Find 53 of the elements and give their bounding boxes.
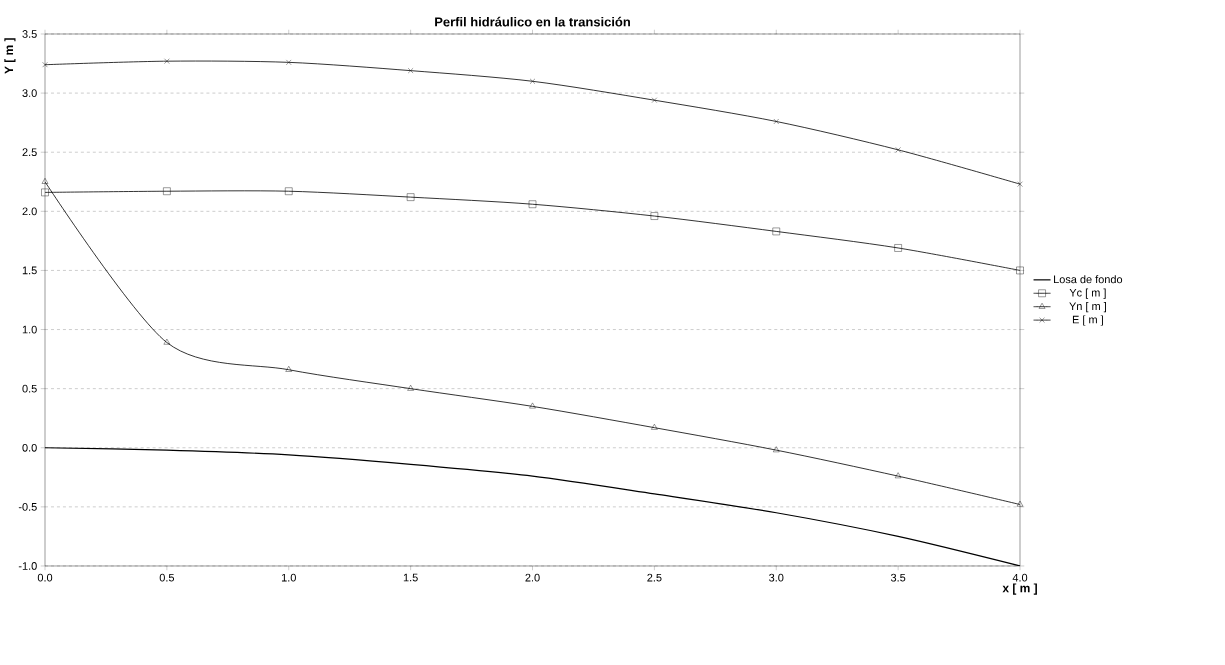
point: [1016, 266, 1024, 275]
y-axis-title: Y [ m ]: [4, 38, 16, 74]
x-axis-title: x [ m ]: [1002, 583, 1037, 595]
point: [651, 423, 658, 430]
point: [163, 338, 171, 345]
x-tick-label: 0.0: [37, 573, 53, 582]
point: [42, 62, 48, 68]
point: [1017, 181, 1023, 187]
x-tick-label: 3.5: [890, 573, 906, 582]
x-tick-label: 2.0: [525, 573, 540, 582]
point: [406, 193, 415, 201]
point: [529, 402, 536, 409]
point: [529, 78, 536, 84]
y-tick-label: 0.5: [22, 384, 37, 393]
point: [895, 147, 901, 153]
point: [894, 244, 902, 252]
point: [41, 188, 49, 197]
point: [773, 118, 779, 125]
y-tick-label: 2.0: [22, 207, 37, 216]
chart-title: Perfil hidráulico en la transición: [435, 16, 630, 27]
point: [407, 67, 414, 74]
y-tick-label: 2.5: [22, 148, 37, 157]
x-tick-label: 2.5: [647, 573, 662, 582]
y-tick-label: -1.0: [18, 562, 37, 570]
y-tick-label: 1.0: [22, 325, 37, 334]
y-tick-label: 1.5: [22, 266, 37, 275]
x-tick-label: 1.0: [281, 573, 296, 582]
point: [772, 227, 780, 236]
point: [407, 384, 414, 391]
x-tick-label: 3.0: [769, 573, 784, 582]
y-tick-label: 0.0: [22, 443, 37, 452]
point: [1016, 500, 1024, 507]
point: [285, 366, 292, 372]
point: [650, 212, 659, 220]
point: [163, 187, 171, 195]
y-tick-label: 3.0: [22, 89, 37, 97]
legend-label: Yc [ m ]: [1069, 288, 1106, 299]
point: [894, 472, 902, 479]
point: [41, 178, 49, 184]
point: [651, 97, 658, 103]
point: [286, 59, 292, 66]
legend-label: Losa de fondo: [1054, 275, 1123, 284]
legend-label: Yn [ m ]: [1069, 301, 1106, 313]
x-tick-label: 0.5: [159, 573, 175, 582]
point: [285, 187, 293, 195]
x-tick-label: 4.0: [1012, 573, 1028, 582]
y-tick-label: 3.5: [22, 30, 37, 38]
legend-label: E [ m ]: [1072, 315, 1103, 326]
point: [164, 58, 170, 64]
x-tick-label: 1.5: [403, 573, 418, 582]
y-tick-label: -0.5: [18, 503, 37, 511]
point: [528, 200, 537, 208]
point: [773, 446, 780, 453]
